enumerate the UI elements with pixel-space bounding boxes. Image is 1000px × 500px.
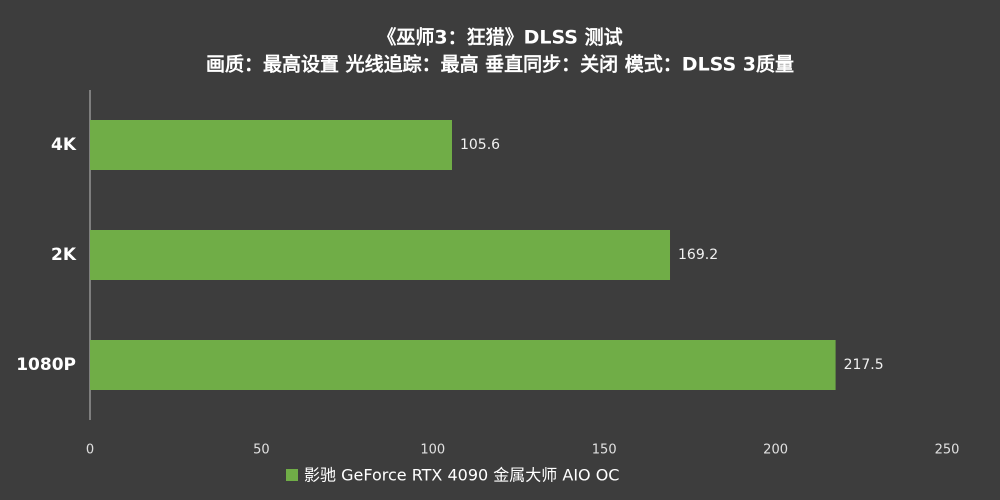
chart-title: 《巫师3：狂猎》DLSS 测试: [377, 26, 622, 49]
value-label: 105.6: [460, 137, 500, 153]
legend-label: 影驰 GeForce RTX 4090 金属大师 AIO OC: [304, 466, 619, 485]
chart-subtitle: 画质：最高设置 光线追踪：最高 垂直同步：关闭 模式：DLSS 3质量: [206, 53, 794, 76]
x-tick-label: 250: [935, 443, 960, 458]
x-tick-label: 100: [420, 443, 445, 458]
y-tick-label: 2K: [51, 245, 77, 265]
y-tick-label: 4K: [51, 135, 77, 155]
value-label: 217.5: [844, 357, 884, 373]
x-tick-label: 50: [253, 443, 270, 458]
x-tick-label: 150: [592, 443, 617, 458]
bar: [90, 120, 452, 170]
x-tick-label: 200: [763, 443, 788, 458]
legend-swatch: [286, 469, 298, 481]
value-label: 169.2: [678, 247, 718, 263]
bar: [90, 230, 671, 280]
bar: [90, 340, 836, 390]
y-tick-label: 1080P: [16, 355, 76, 375]
x-tick-label: 0: [86, 443, 94, 458]
